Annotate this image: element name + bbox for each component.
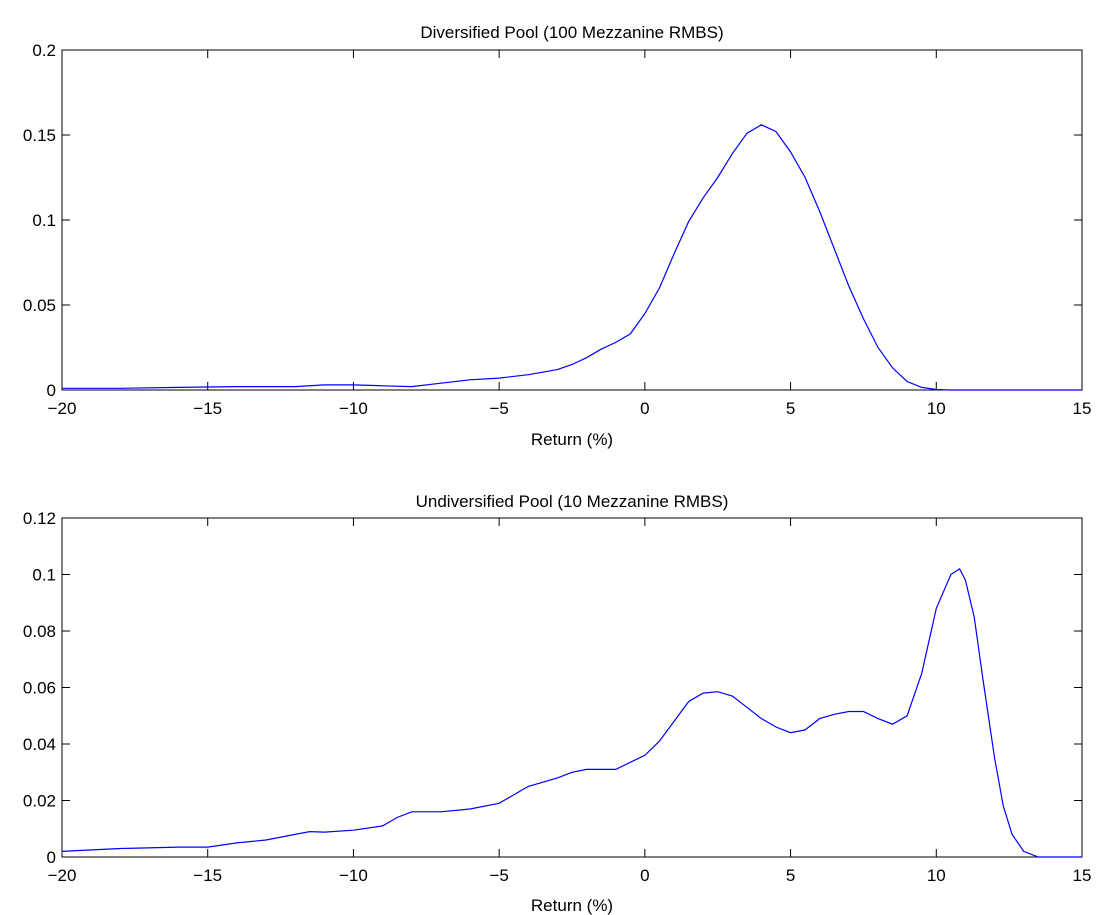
chart-bottom-xtick-label: 0 bbox=[640, 866, 649, 885]
chart-bottom-xtick-label: −10 bbox=[339, 866, 368, 885]
chart-top-yticks: 0 0.05 0.1 0.15 0.2 bbox=[23, 41, 1082, 400]
chart-bottom-plot-area: 0 0.02 0.04 0.06 0.08 0.1 0.12 −20 −15 −10 −5 0 5 10… bbox=[23, 509, 1092, 885]
chart-bottom: Undiversified Pool (10 Mezzanine RMBS) 0… bbox=[23, 492, 1092, 915]
chart-top-ytick-label: 0.15 bbox=[23, 126, 56, 145]
chart-bottom-series-line bbox=[61, 568, 1082, 858]
chart-bottom-ytick-label: 0.02 bbox=[23, 792, 56, 811]
chart-top-ytick-label: 0.2 bbox=[32, 41, 56, 60]
chart-top-xticks: −20 −15 −10 −5 0 5 10 15 bbox=[48, 50, 1092, 418]
chart-top-title: Diversified Pool (100 Mezzanine RMBS) bbox=[420, 23, 723, 42]
chart-bottom-title: Undiversified Pool (10 Mezzanine RMBS) bbox=[416, 492, 729, 511]
chart-top-ytick-label: 0 bbox=[47, 381, 56, 400]
chart-top-xtick-label: −5 bbox=[489, 399, 508, 418]
chart-top-series-line bbox=[62, 124, 1082, 391]
chart-bottom-ytick-label: 0.12 bbox=[23, 509, 56, 528]
chart-bottom-yticks: 0 0.02 0.04 0.06 0.08 0.1 0.12 bbox=[23, 509, 1082, 867]
chart-top: Diversified Pool (100 Mezzanine RMBS) 00… bbox=[23, 23, 1092, 449]
chart-bottom-axes-box bbox=[61, 517, 1083, 858]
chart-top-plot-area: 0 0.05 0.1 0.15 0.2 −20 −15 −10 −5 0 5 10 15 bbox=[23, 41, 1092, 418]
chart-bottom-ytick-label: 0 bbox=[47, 848, 56, 867]
chart-top-xtick-label: 10 bbox=[927, 399, 946, 418]
chart-top-xlabel: Return (%) bbox=[531, 430, 613, 449]
chart-bottom-xtick-label: −20 bbox=[48, 866, 77, 885]
chart-bottom-xtick-label: −5 bbox=[489, 866, 508, 885]
chart-bottom-ytick-label: 0.04 bbox=[23, 735, 56, 754]
chart-bottom-xtick-label: 10 bbox=[927, 866, 946, 885]
chart-bottom-ytick-label: 0.08 bbox=[23, 622, 56, 641]
chart-bottom-xtick-label: −15 bbox=[193, 866, 222, 885]
chart-top-xtick-label: 5 bbox=[786, 399, 795, 418]
chart-bottom-ytick-label: 0.1 bbox=[32, 566, 56, 585]
chart-top-axes-box bbox=[61, 49, 1083, 391]
chart-top-ytick-label: 0.1 bbox=[32, 211, 56, 230]
chart-top-xtick-label: −20 bbox=[48, 399, 77, 418]
chart-bottom-ytick-label: 0.06 bbox=[23, 679, 56, 698]
chart-bottom-xlabel: Return (%) bbox=[531, 896, 613, 915]
chart-top-xtick-label: −15 bbox=[193, 399, 222, 418]
chart-bottom-xticks: −20 −15 −10 −5 0 5 10 15 bbox=[48, 518, 1092, 885]
chart-bottom-xtick-label: 15 bbox=[1073, 866, 1092, 885]
chart-top-xtick-label: 15 bbox=[1073, 399, 1092, 418]
chart-top-ytick-label: 0.05 bbox=[23, 296, 56, 315]
chart-top-xtick-label: −10 bbox=[339, 399, 368, 418]
chart-top-xtick-label: 0 bbox=[640, 399, 649, 418]
chart-bottom-xtick-label: 5 bbox=[786, 866, 795, 885]
